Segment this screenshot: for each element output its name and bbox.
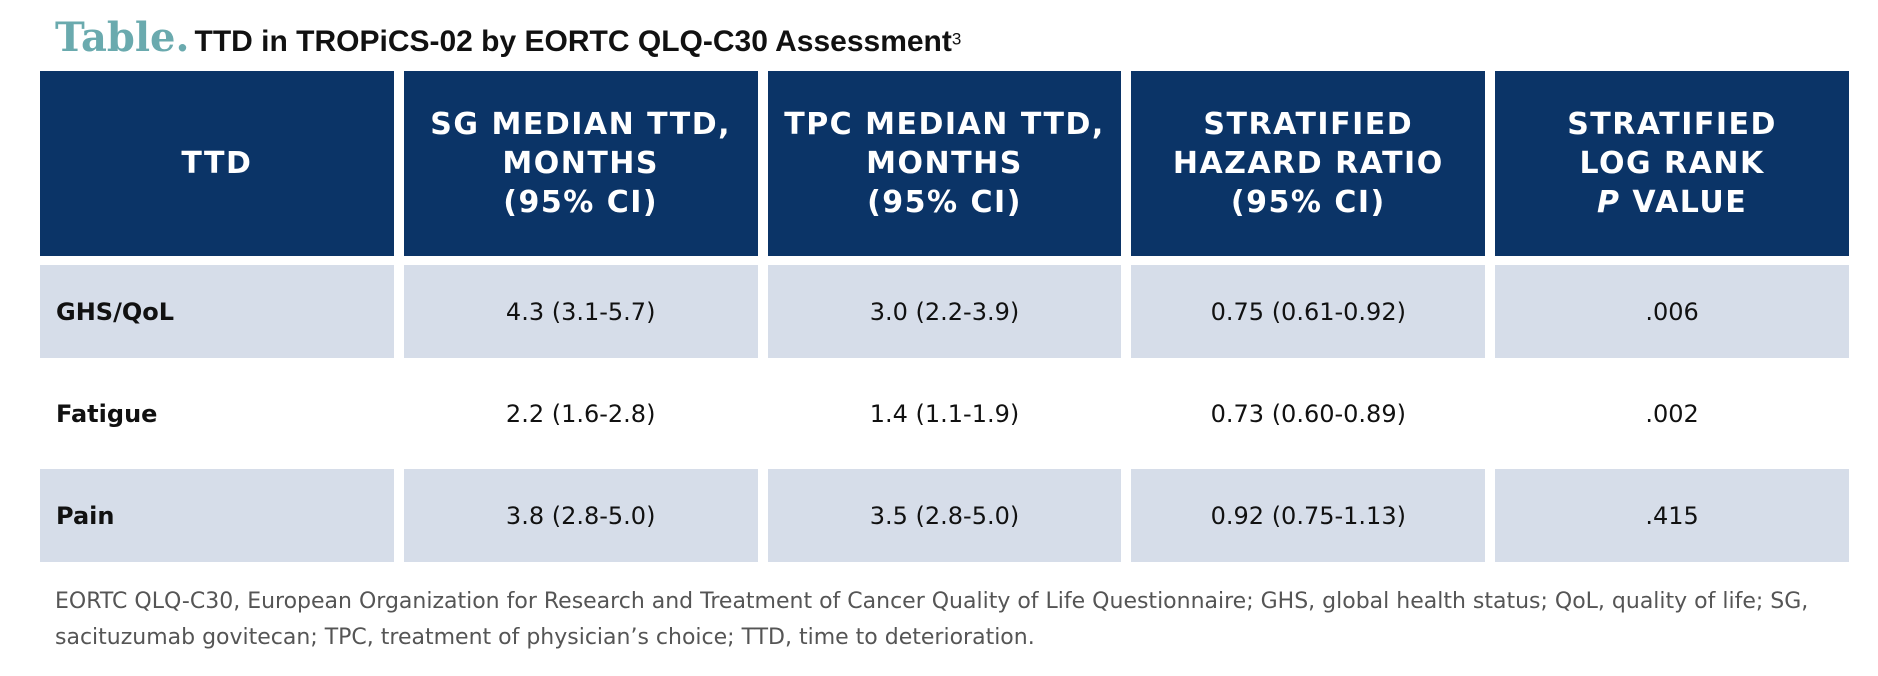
table-cell: 1.4 (1.1-1.9): [869, 399, 1020, 428]
table-cell: 3.8 (2.8-5.0): [403, 469, 758, 562]
table-cell: 0.92 (0.75-1.13): [1131, 469, 1486, 562]
row-label: Fatigue: [56, 399, 158, 428]
table-cell: .006: [1495, 265, 1849, 358]
header-italic: P: [1596, 185, 1621, 220]
header-cell: TTD: [40, 71, 394, 256]
header-line: TTD: [181, 146, 253, 181]
table-cell: 0.73 (0.60-0.89): [1210, 399, 1406, 428]
header-line: MONTHS: [866, 146, 1023, 181]
header-line: P VALUE: [1597, 183, 1747, 222]
header-line: (95% CI): [1230, 185, 1386, 220]
header-cell: SG MEDIAN TTD, MONTHS (95% CI): [403, 71, 758, 256]
table-cell: 0.75 (0.61-0.92): [1131, 265, 1486, 358]
header-line: (95% CI): [867, 185, 1022, 220]
table-cell: .415: [1495, 469, 1849, 562]
header-cell: STRATIFIED LOG RANK P VALUE: [1495, 71, 1849, 256]
table: TTD SG MEDIAN TTD, MONTHS (95% CI) TPC MEDIA…: [40, 71, 1849, 562]
header-line: MONTHS: [502, 146, 660, 181]
table-cell: 2.2 (1.6-2.8): [505, 399, 656, 428]
row-label: Pain: [40, 469, 394, 562]
table-cell: 3.0 (2.2-3.9): [767, 265, 1122, 358]
row-label: GHS/QoL: [40, 265, 394, 358]
header-line: STRATIFIED: [1203, 107, 1414, 142]
footnote: EORTC QLQ-C30, European Organization for…: [55, 589, 1809, 650]
header-cell: TPC MEDIAN TTD, MONTHS (95% CI): [767, 71, 1122, 256]
reference: 3: [951, 29, 962, 49]
header-line: (95% CI): [503, 185, 659, 220]
table-title: Table. TTD in TROPiCS-02 by EORTC QLQ-C3…: [55, 14, 961, 61]
title-text: TTD in TROPiCS-02 by EORTC QLQ-C30 Asses…: [194, 25, 952, 58]
table-cell: .002: [1645, 399, 1699, 428]
table-label: Table.: [55, 14, 190, 61]
header-line: HAZARD RATIO: [1172, 146, 1444, 181]
table-cell: 4.3 (3.1-5.7): [403, 265, 758, 358]
header-text: VALUE: [1632, 185, 1748, 220]
header-line: SG MEDIAN TTD,: [430, 107, 732, 142]
header-line: LOG RANK: [1579, 146, 1765, 181]
header-line: STRATIFIED: [1567, 107, 1777, 142]
header-line: TPC MEDIAN TTD,: [784, 107, 1105, 142]
table-cell: 3.5 (2.8-5.0): [767, 469, 1122, 562]
header-cell: STRATIFIED HAZARD RATIO (95% CI): [1131, 71, 1486, 256]
